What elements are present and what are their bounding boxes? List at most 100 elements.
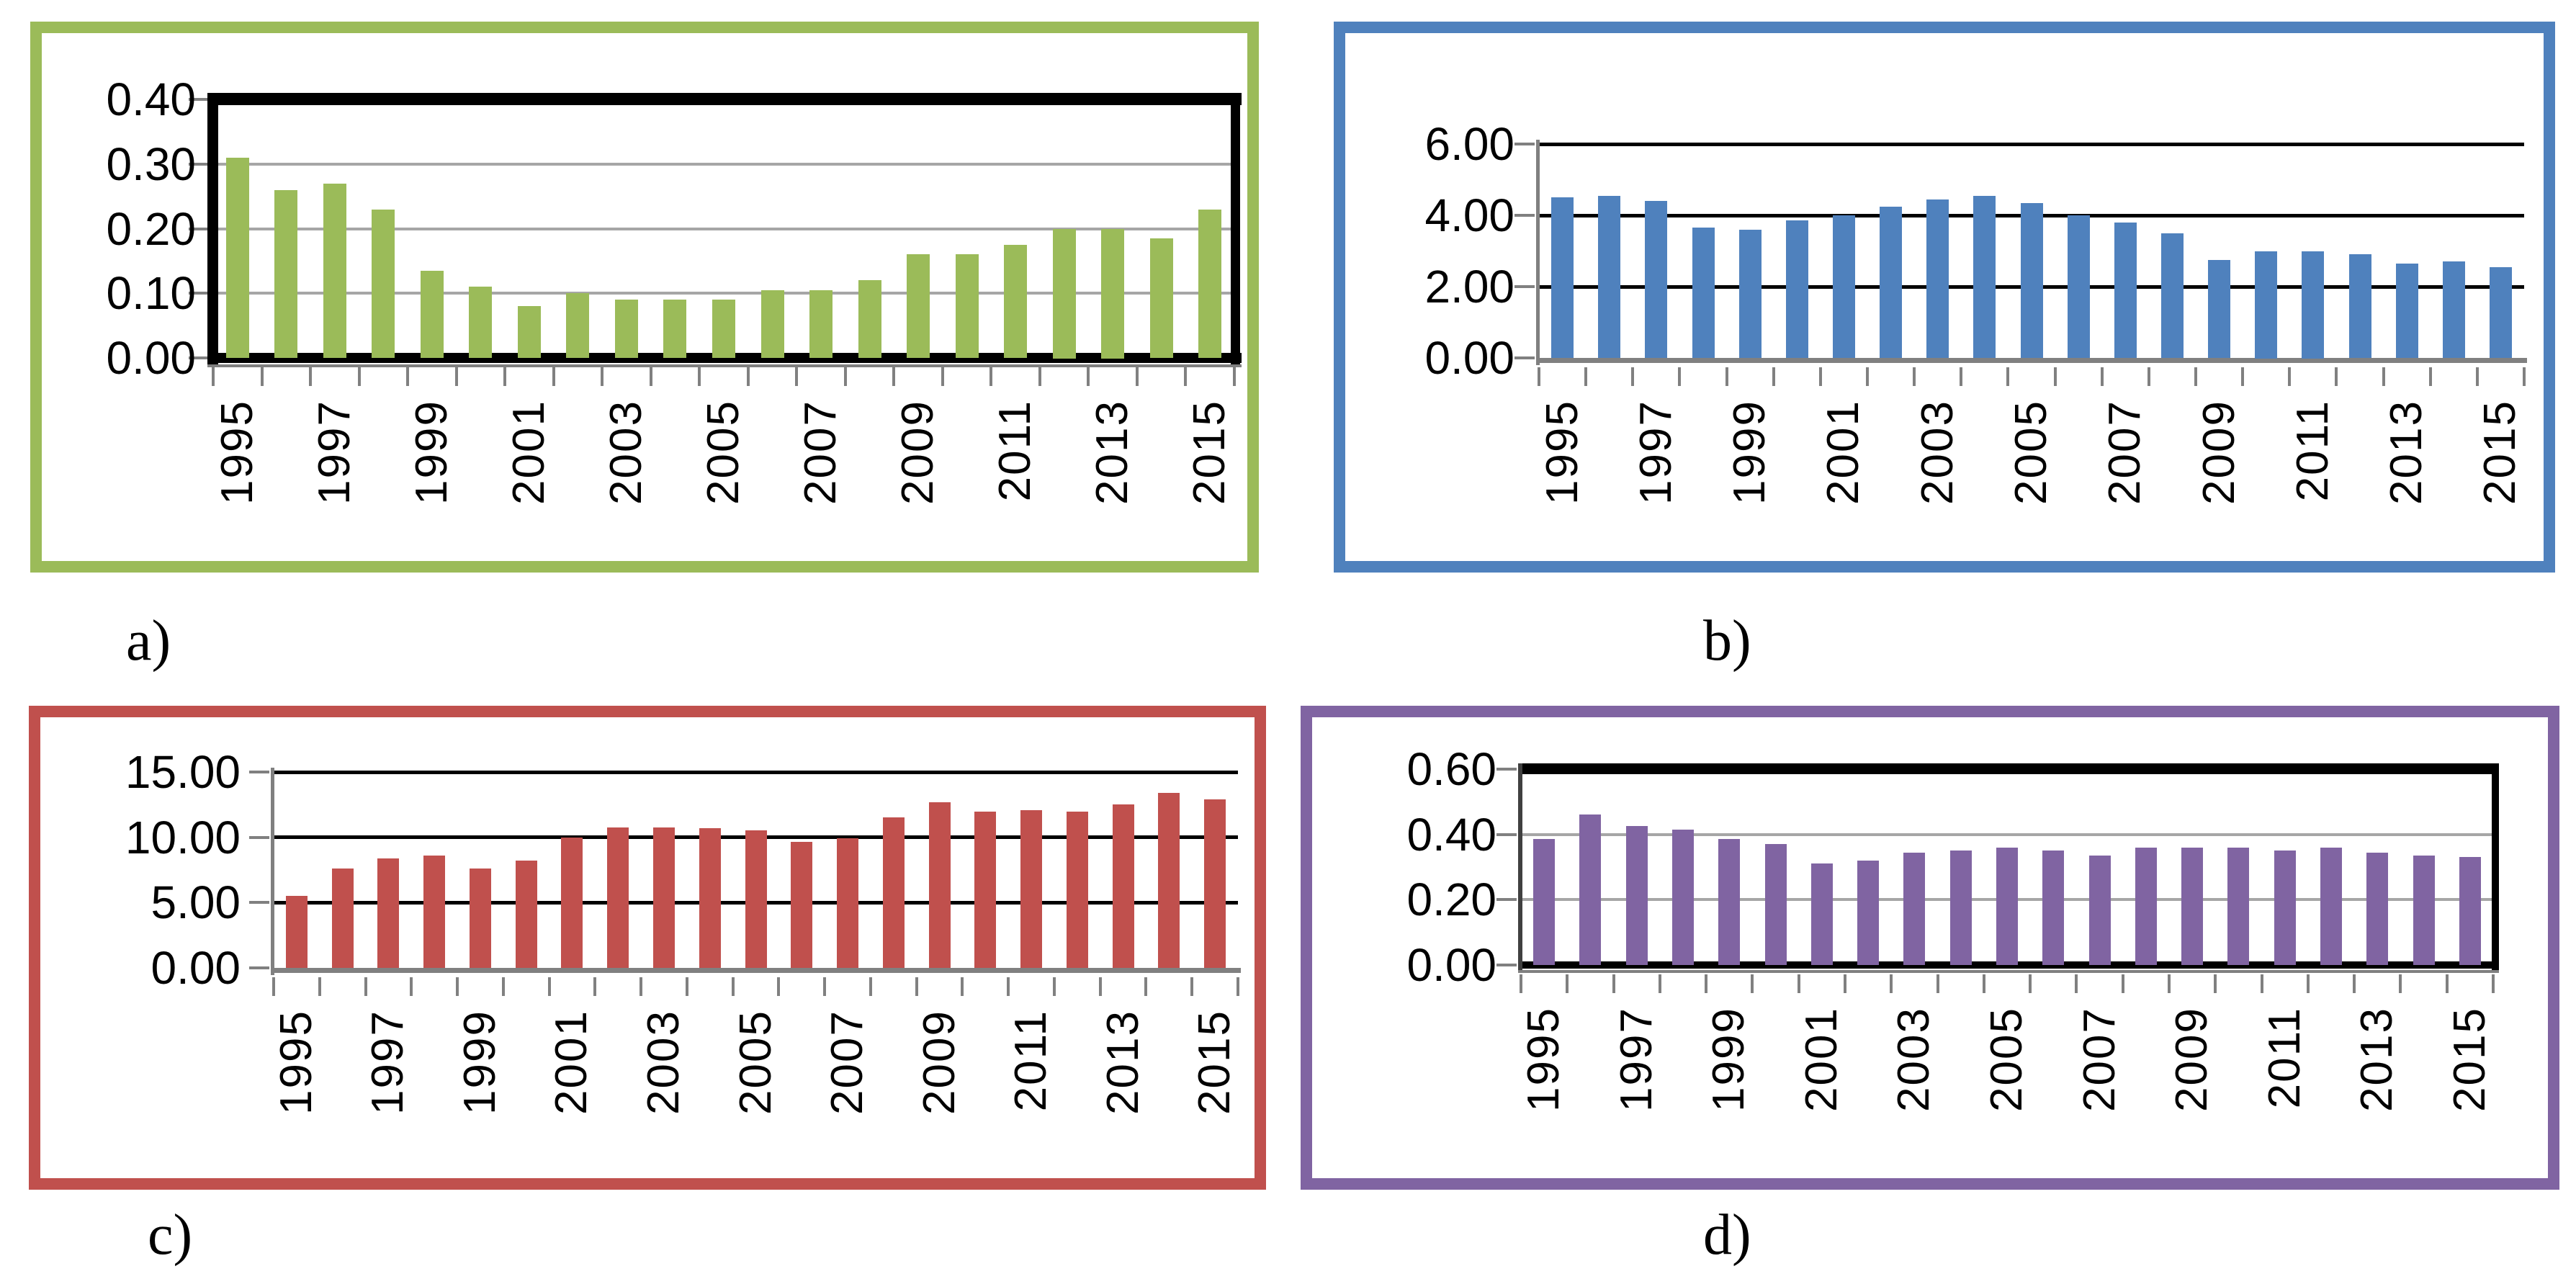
- gridline-top: [1539, 143, 2524, 146]
- x-tick-label-2007: 2007: [2099, 400, 2151, 522]
- x-tick: [795, 367, 798, 386]
- x-tick-label-1999: 1999: [454, 1010, 506, 1132]
- y-tick-label: 0.60: [1406, 743, 1496, 795]
- gridline: [213, 292, 1234, 295]
- bar-1997: [1645, 201, 1667, 358]
- bar-2001: [1833, 215, 1855, 358]
- bar-1999: [1739, 230, 1762, 358]
- x-tick: [823, 977, 826, 996]
- x-tick: [1844, 974, 1846, 993]
- x-tick: [455, 367, 458, 386]
- x-tick-label-2013: 2013: [2381, 400, 2433, 522]
- y-tick-label: 0.00: [1424, 332, 1514, 384]
- y-tick-label: 10.00: [125, 812, 241, 863]
- bar-1995: [226, 158, 249, 358]
- x-tick: [2382, 367, 2385, 386]
- x-tick: [2241, 367, 2244, 386]
- bar-2000: [1786, 220, 1808, 358]
- x-tick-label-2009: 2009: [2166, 1007, 2218, 1129]
- x-tick: [1631, 367, 1634, 386]
- bar-2004: [699, 828, 721, 968]
- bar-1998: [372, 210, 395, 358]
- bar-2009: [2208, 260, 2230, 358]
- x-tick: [1136, 367, 1139, 386]
- bar-2011: [1004, 245, 1027, 358]
- x-tick: [1913, 367, 1916, 386]
- bar-2013: [2366, 853, 2388, 965]
- plot-frame-right: [1231, 93, 1240, 364]
- x-tick-label-2013: 2013: [1087, 400, 1139, 522]
- bar-2006: [761, 290, 784, 358]
- x-tick: [1144, 977, 1147, 996]
- bar-2000: [516, 861, 537, 968]
- plot-frame-right: [2492, 763, 2499, 972]
- x-tick-label-text: 2003: [1913, 400, 1962, 505]
- x-tick: [2006, 367, 2009, 386]
- x-tick-label-text: 2007: [2100, 400, 2150, 505]
- bar-2010: [956, 254, 979, 358]
- y-tick: [1514, 143, 1535, 145]
- x-tick: [698, 367, 701, 386]
- x-tick-label-text: 1995: [1538, 400, 1587, 505]
- x-tick: [2075, 974, 2078, 993]
- bar-2005: [2021, 203, 2043, 358]
- x-tick-label-text: 1997: [310, 400, 359, 505]
- x-tick: [2054, 367, 2057, 386]
- x-tick-label-text: 2001: [547, 1010, 596, 1115]
- x-tick-label-2001: 2001: [1796, 1007, 1848, 1129]
- y-tick: [189, 356, 209, 359]
- bar-2001: [1811, 863, 1833, 965]
- y-tick-label: 2.00: [1424, 261, 1514, 313]
- x-tick-label-2011: 2011: [989, 400, 1041, 522]
- bar-2011: [1020, 810, 1042, 968]
- x-tick: [1960, 367, 1962, 386]
- bar-2005: [1996, 848, 2018, 965]
- bar-2015: [1198, 210, 1221, 358]
- y-tick-label: 0.40: [1406, 809, 1496, 861]
- x-tick: [650, 367, 652, 386]
- y-tick: [189, 162, 209, 166]
- bar-2013: [1113, 804, 1134, 968]
- x-tick: [1233, 367, 1236, 386]
- y-tick-label: 0.00: [151, 942, 241, 994]
- caption-c: c): [148, 1203, 193, 1267]
- plot-frame-bottom: [207, 353, 1242, 363]
- x-tick-label-2013: 2013: [2351, 1007, 2403, 1129]
- x-tick: [1725, 367, 1728, 386]
- x-tick: [503, 367, 506, 386]
- plot-frame-left: [207, 93, 218, 364]
- bar-2002: [1880, 207, 1902, 358]
- x-tick: [406, 367, 409, 386]
- bar-1998: [423, 856, 445, 968]
- x-tick: [261, 367, 264, 386]
- bar-2012: [2320, 848, 2342, 965]
- x-tick: [1866, 367, 1869, 386]
- y-tick: [1496, 833, 1517, 836]
- plot-frame-bottom: [1518, 961, 2499, 969]
- y-tick-label: 0.00: [1406, 939, 1496, 991]
- x-tick-label-2003: 2003: [1912, 400, 1964, 522]
- x-tick-label-text: 1995: [1519, 1007, 1569, 1112]
- bar-2010: [2255, 251, 2277, 359]
- y-tick-label: 0.30: [106, 138, 196, 190]
- bar-1996: [1579, 814, 1601, 965]
- bar-2010: [974, 812, 996, 968]
- x-tick: [2214, 974, 2217, 993]
- x-tick-label-2007: 2007: [795, 400, 847, 522]
- plot-frame-top: [207, 93, 1242, 105]
- panel-d: [1301, 706, 2559, 1190]
- x-tick: [2429, 367, 2432, 386]
- x-tick-label-1997: 1997: [309, 400, 361, 522]
- x-tick: [1612, 974, 1615, 993]
- value-axis: [271, 768, 274, 975]
- x-tick: [1890, 974, 1893, 993]
- x-tick-label-2005: 2005: [730, 1010, 782, 1132]
- bar-2003: [1903, 853, 1925, 965]
- category-axis: [271, 968, 1241, 973]
- x-tick: [1520, 974, 1522, 993]
- bar-1996: [332, 869, 354, 968]
- x-tick-label-2003: 2003: [601, 400, 652, 522]
- x-tick-label-text: 2009: [893, 400, 943, 505]
- y-tick: [249, 835, 269, 839]
- bar-2007: [2114, 223, 2137, 358]
